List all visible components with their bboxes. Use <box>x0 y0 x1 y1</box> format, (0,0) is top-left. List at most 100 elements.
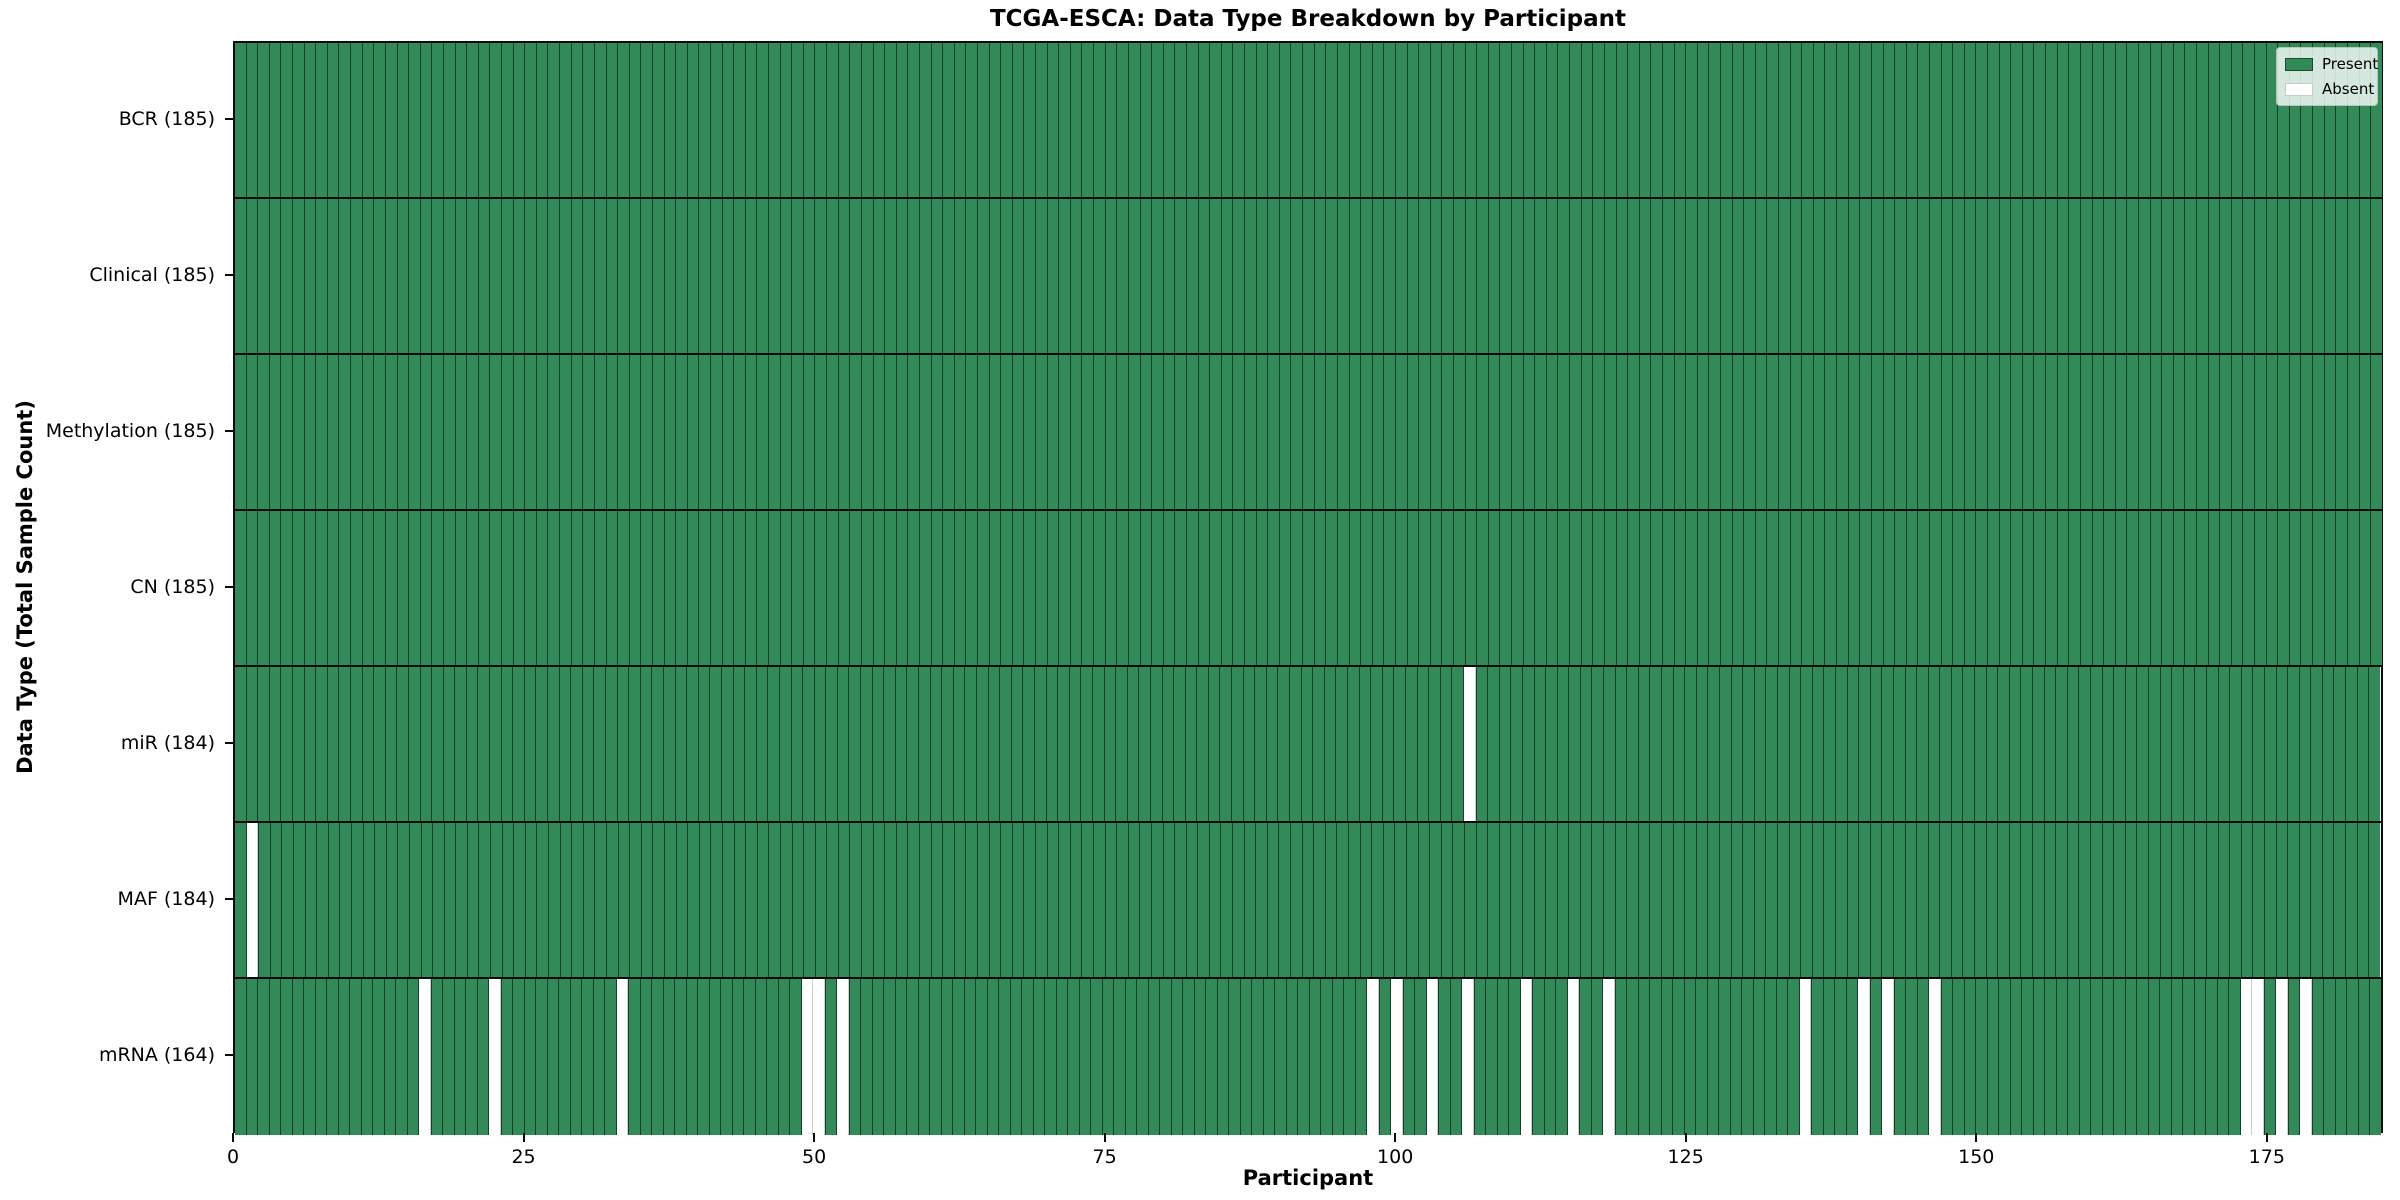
heatmap-cell <box>1291 355 1304 509</box>
heatmap-cell <box>1344 979 1356 1135</box>
heatmap-cell <box>1964 199 1977 353</box>
heatmap-cell <box>2034 199 2047 353</box>
heatmap-cell <box>304 199 317 353</box>
heatmap-cell <box>1303 511 1315 665</box>
heatmap-cell <box>1093 823 1106 977</box>
heatmap-cell <box>1291 43 1304 197</box>
heatmap-cell <box>1569 823 1581 977</box>
heatmap-cell <box>966 511 978 665</box>
heatmap-cell <box>385 511 398 665</box>
heatmap-cell <box>1975 667 1987 821</box>
heatmap-cell <box>908 43 920 197</box>
heatmap-cell <box>2079 667 2091 821</box>
heatmap-cell <box>872 667 885 821</box>
heatmap-cell <box>606 355 619 509</box>
heatmap-cell <box>2359 199 2372 353</box>
heatmap-cell <box>746 823 758 977</box>
heatmap-cell <box>1940 667 1952 821</box>
heatmap-cell <box>2289 199 2302 353</box>
heatmap-cell <box>454 979 466 1135</box>
heatmap-cell <box>2358 979 2370 1135</box>
heatmap-cell <box>1767 355 1780 509</box>
x-tick-mark <box>1103 1133 1106 1142</box>
heatmap-cell <box>1860 511 1872 665</box>
heatmap-cell <box>478 43 491 197</box>
heatmap-cell <box>941 979 953 1135</box>
heatmap-cell <box>1697 355 1710 509</box>
heatmap-cell <box>1488 43 1501 197</box>
heatmap-cell <box>803 667 815 821</box>
heatmap-cell <box>755 979 767 1135</box>
heatmap-cell <box>664 823 677 977</box>
heatmap-cell <box>954 355 967 509</box>
heatmap-cell <box>375 823 387 977</box>
heatmap-cell <box>1127 667 1140 821</box>
heatmap-cell <box>1286 979 1298 1135</box>
heatmap-cell <box>1755 511 1768 665</box>
heatmap-cell <box>2138 511 2151 665</box>
heatmap-cell <box>1233 823 1245 977</box>
heatmap-cell <box>1046 667 1059 821</box>
heatmap-cell <box>1244 823 1257 977</box>
heatmap-cell <box>2255 511 2267 665</box>
heatmap-cell <box>1336 667 1348 821</box>
heatmap-cell <box>269 979 281 1135</box>
heatmap-cell <box>304 43 317 197</box>
heatmap-cell <box>1069 667 1082 821</box>
heatmap-cell <box>2148 667 2161 821</box>
heatmap-cell <box>1673 823 1686 977</box>
heatmap-cell <box>2347 511 2360 665</box>
heatmap-cell <box>1893 667 1906 821</box>
heatmap-cell <box>734 355 746 509</box>
heatmap-cell <box>2046 511 2058 665</box>
heatmap-cell <box>397 199 410 353</box>
heatmap-cell <box>1883 199 1896 353</box>
heatmap-cell <box>1082 511 1095 665</box>
heatmap-cell <box>1999 199 2012 353</box>
heatmap-cell <box>525 355 537 509</box>
heatmap-cell <box>1405 667 1418 821</box>
y-tick-label-methylation: Methylation (185) <box>45 420 215 442</box>
heatmap-cell <box>1869 979 1882 1135</box>
heatmap-cell <box>246 511 259 665</box>
heatmap-cell <box>1870 823 1883 977</box>
heatmap-cell <box>1535 355 1547 509</box>
heatmap-cell <box>1337 355 1350 509</box>
heatmap-cell <box>907 979 919 1135</box>
heatmap-cell <box>1964 355 1977 509</box>
heatmap-cell <box>1429 667 1441 821</box>
heatmap-cell <box>757 823 770 977</box>
heatmap-cell <box>1895 199 1907 353</box>
heatmap-cell <box>2346 667 2358 821</box>
heatmap-cell <box>1500 511 1513 665</box>
heatmap-cell <box>1918 43 1930 197</box>
heatmap-cell <box>1117 511 1129 665</box>
heatmap-cell <box>420 355 433 509</box>
heatmap-cell <box>513 355 526 509</box>
heatmap-cell <box>1627 667 1639 821</box>
heatmap-cell <box>1198 355 1211 509</box>
heatmap-cell <box>513 667 525 821</box>
heatmap-cell <box>641 43 653 197</box>
heatmap-cell <box>1137 979 1149 1135</box>
heatmap-cell <box>1268 43 1280 197</box>
heatmap-cell <box>1047 511 1060 665</box>
heatmap-cell <box>1905 823 1918 977</box>
heatmap-cell <box>2033 979 2045 1135</box>
x-tick-label: 25 <box>511 1146 536 1168</box>
heatmap-cell <box>1534 823 1547 977</box>
heatmap-cell <box>943 43 955 197</box>
heatmap-cell <box>1150 667 1163 821</box>
heatmap-cell <box>1627 823 1639 977</box>
y-tick-mark <box>225 742 233 744</box>
heatmap-cell <box>1579 979 1592 1135</box>
heatmap-cell <box>1953 355 1965 509</box>
heatmap-cell <box>1382 667 1395 821</box>
heatmap-cell <box>2171 979 2183 1135</box>
heatmap-cell <box>548 355 561 509</box>
heatmap-cell <box>1453 199 1466 353</box>
heatmap-cell <box>1033 979 1045 1135</box>
heatmap-cell <box>409 355 421 509</box>
heatmap-cell <box>1860 43 1872 197</box>
heatmap-cell <box>1918 199 1930 353</box>
